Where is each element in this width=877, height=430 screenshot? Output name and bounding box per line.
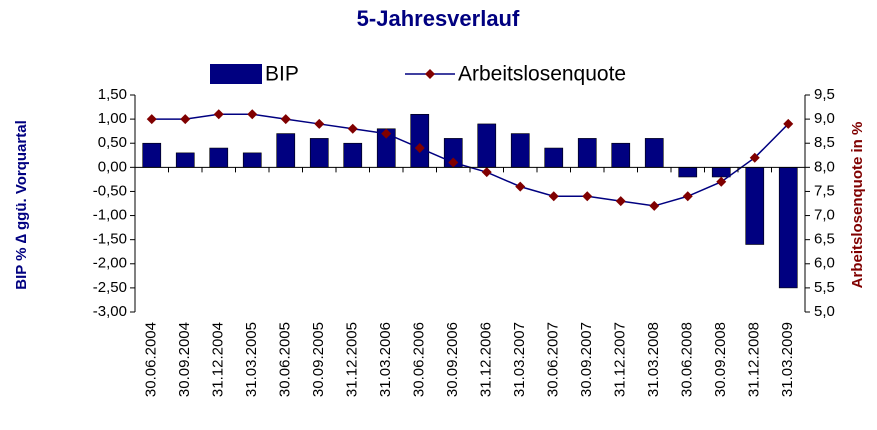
marker (448, 157, 459, 168)
legend-swatch (210, 64, 262, 84)
x-tick-label: 31.03.2006 (377, 322, 394, 397)
bar (778, 167, 798, 289)
y-tick-label: -2,50 (93, 279, 127, 296)
y2-tick-label: 9,0 (814, 110, 835, 127)
y-tick-label: -2,00 (93, 255, 127, 272)
bar (410, 113, 430, 168)
bar (477, 123, 497, 168)
y2-tick-label: 9,5 (814, 86, 835, 103)
y-tick-label: 0,50 (98, 134, 127, 151)
bar (242, 152, 262, 168)
y-tick-label: -3,00 (93, 303, 127, 320)
x-tick-label: 31.03.2007 (511, 322, 528, 397)
marker (381, 128, 392, 139)
marker (749, 152, 760, 163)
y2-tick-label: 5,0 (814, 303, 835, 320)
x-tick-label: 31.03.2009 (779, 322, 796, 397)
y2-tick-label: 6,0 (814, 255, 835, 272)
bar (745, 167, 765, 245)
y-tick-label: -0,50 (93, 182, 127, 199)
marker (180, 114, 191, 125)
marker (548, 191, 559, 202)
bar (510, 133, 530, 168)
y-tick-label: 1,00 (98, 110, 127, 127)
x-tick-label: 31.12.2004 (210, 322, 227, 397)
bar (276, 133, 296, 168)
bar (711, 167, 731, 178)
marker (481, 167, 492, 178)
bar (343, 142, 363, 168)
x-tick-label: 31.03.2005 (243, 322, 260, 397)
y-axis-label: BIP % ∆ ggü. Vorquartal (13, 120, 30, 289)
legend-label: Arbeitslosenquote (458, 63, 626, 86)
marker (146, 114, 157, 125)
x-tick-label: 31.03.2008 (645, 322, 662, 397)
x-tick-label: 30.06.2007 (545, 322, 562, 397)
x-tick-label: 30.09.2007 (578, 322, 595, 397)
y2-tick-label: 6,5 (814, 231, 835, 248)
bar (611, 142, 631, 168)
bar (678, 167, 698, 178)
bar (644, 138, 664, 168)
legend-marker (425, 69, 435, 79)
bar (309, 138, 329, 168)
marker (716, 176, 727, 187)
y-tick-label: 1,50 (98, 86, 127, 103)
marker (347, 123, 358, 134)
x-tick-label: 30.06.2006 (411, 322, 428, 397)
y2-tick-label: 7,0 (814, 207, 835, 224)
marker (314, 118, 325, 129)
bar (577, 138, 597, 168)
y-tick-label: 0,00 (98, 158, 127, 175)
x-tick-label: 30.09.2005 (310, 322, 327, 397)
y2-axis-label: Arbeitslosenquote in % (849, 122, 866, 289)
marker (213, 109, 224, 120)
y-tick-label: -1,50 (93, 231, 127, 248)
y-tick-label: -1,00 (93, 207, 127, 224)
marker (247, 109, 258, 120)
y2-tick-label: 5,5 (814, 279, 835, 296)
x-tick-label: 30.09.2006 (444, 322, 461, 397)
x-tick-label: 31.12.2006 (478, 322, 495, 397)
marker (615, 196, 626, 207)
y2-tick-label: 7,5 (814, 182, 835, 199)
marker (783, 118, 794, 129)
y2-tick-label: 8,0 (814, 158, 835, 175)
x-tick-label: 30.06.2005 (277, 322, 294, 397)
chart-title: 5-Jahresverlauf (357, 6, 520, 31)
x-tick-label: 30.09.2008 (712, 322, 729, 397)
x-tick-label: 30.09.2004 (176, 322, 193, 397)
legend-label: BIP (265, 63, 299, 86)
marker (649, 200, 660, 211)
marker (515, 181, 526, 192)
bar (175, 152, 195, 168)
bar (209, 147, 229, 168)
x-tick-label: 31.12.2008 (746, 322, 763, 397)
x-tick-label: 30.06.2008 (679, 322, 696, 397)
bar (142, 142, 162, 168)
x-tick-label: 30.06.2004 (143, 322, 160, 397)
marker (582, 191, 593, 202)
x-tick-label: 31.12.2007 (612, 322, 629, 397)
marker (682, 191, 693, 202)
bar (544, 147, 564, 168)
marker (414, 143, 425, 154)
marker (280, 114, 291, 125)
x-tick-label: 31.12.2005 (344, 322, 361, 397)
y2-tick-label: 8,5 (814, 134, 835, 151)
